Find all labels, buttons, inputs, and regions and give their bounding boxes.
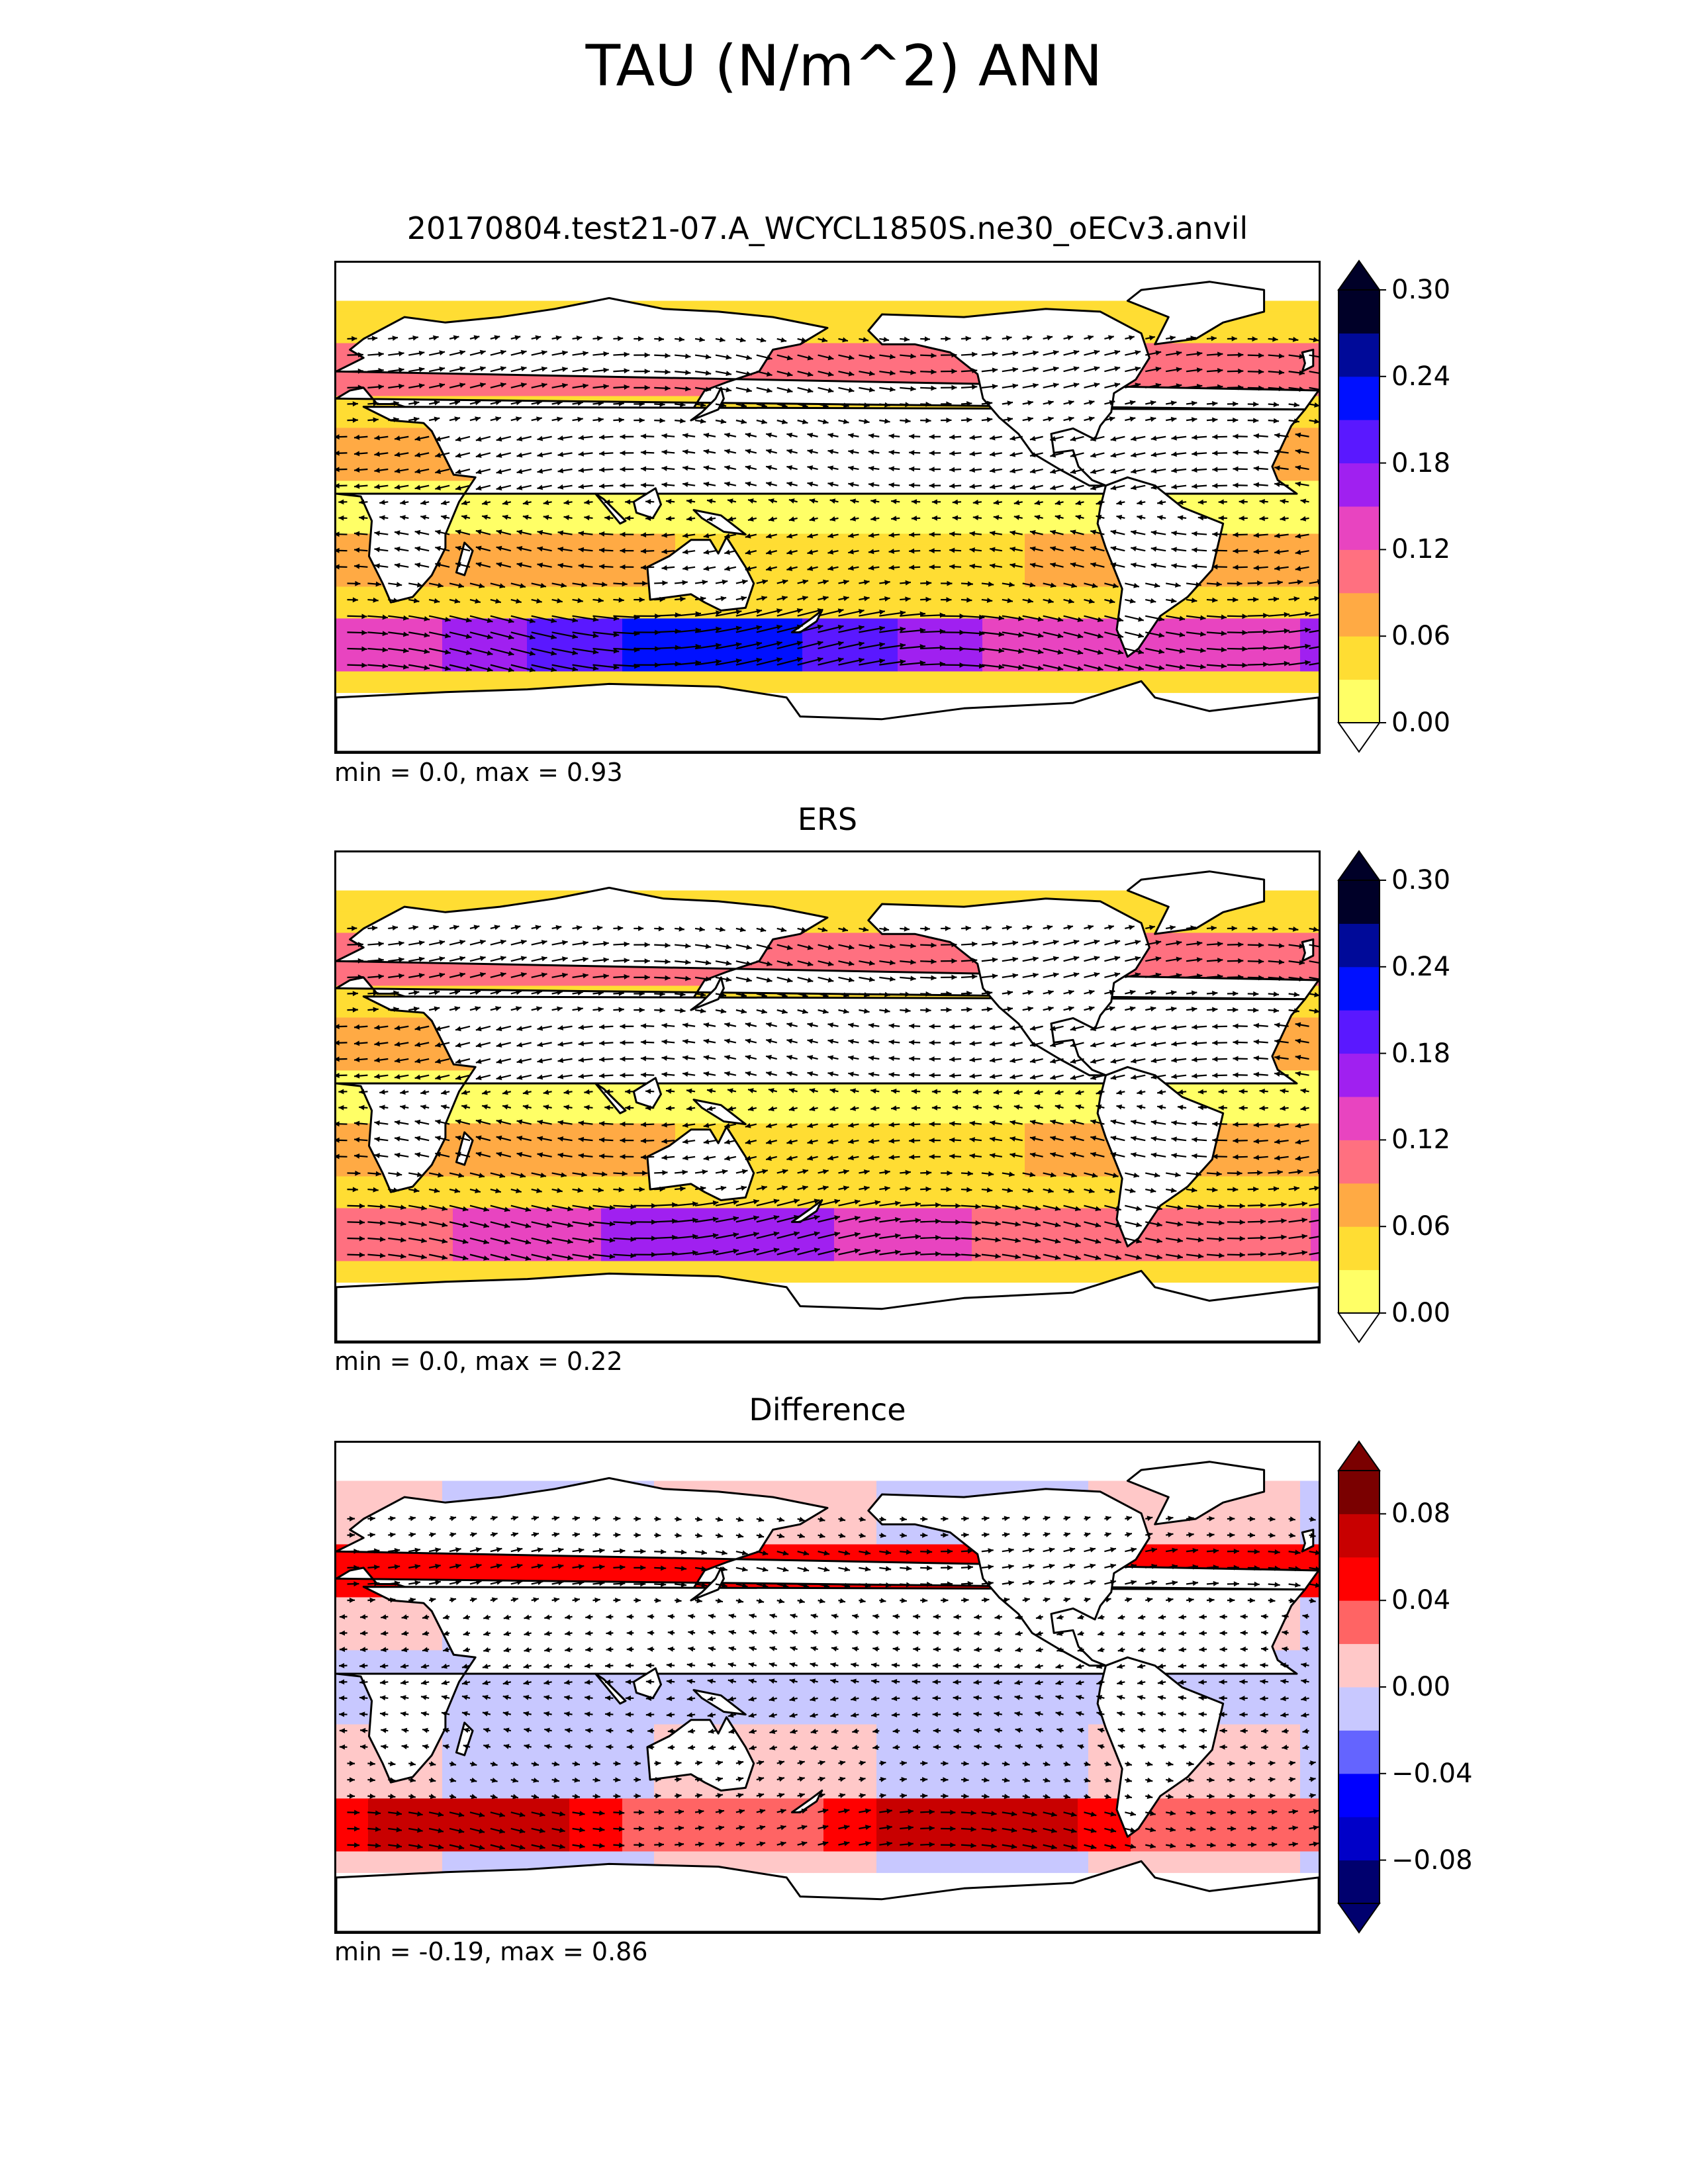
coastline xyxy=(867,1488,1150,1667)
panel-1-title: 20170804.test21-07.A_WCYCL1850S.ne30_oEC… xyxy=(406,210,1248,246)
colorbar-segment xyxy=(1338,1097,1380,1140)
colorbar-segment xyxy=(1338,966,1380,1011)
colorbar-tick-label: 0.12 xyxy=(1391,1124,1451,1156)
colorbar-tick-label: 0.18 xyxy=(1391,1038,1451,1069)
panel-1-colorbar: 0.00 0.06 0.12 0.18 0.24 0.30 xyxy=(1336,258,1495,754)
colorbar-tick-label: 0.08 xyxy=(1391,1498,1451,1529)
colorbar-graphic xyxy=(1337,259,1386,753)
panel-2-map xyxy=(334,850,1321,1343)
coastline xyxy=(336,1269,1319,1342)
colorbar-tick-label: 0.06 xyxy=(1391,621,1451,652)
colorbar-segment xyxy=(1338,1643,1380,1688)
coastline xyxy=(594,1082,627,1115)
colorbar-segment xyxy=(1338,592,1380,637)
vector-arrows xyxy=(336,335,1319,672)
colorbar-extend-high xyxy=(1337,259,1381,291)
coastline xyxy=(594,492,627,525)
colorbar-segment xyxy=(1338,1773,1380,1817)
colorbar-segment xyxy=(1338,1687,1380,1731)
coastline xyxy=(632,1077,662,1109)
colorbar-segment xyxy=(1338,923,1380,968)
panel-2-stats: min = 0.0, max = 0.22 xyxy=(334,1347,623,1376)
colorbar-tick-label: 0.12 xyxy=(1391,534,1451,565)
coastline xyxy=(1126,870,1266,935)
colorbar-segment xyxy=(1338,1817,1380,1861)
coastline xyxy=(692,1099,747,1126)
colorbar-segment xyxy=(1338,1269,1380,1314)
panel-1-stats: min = 0.0, max = 0.93 xyxy=(334,758,623,787)
coastline xyxy=(1096,476,1225,658)
coastline xyxy=(632,487,662,520)
coastline xyxy=(867,897,1150,1077)
colorbar-segment xyxy=(1338,549,1380,594)
coastline xyxy=(632,1667,662,1700)
colorbar-tick-label: −0.08 xyxy=(1391,1844,1473,1876)
colorbar-extend-low xyxy=(1337,1312,1381,1343)
coastline xyxy=(1126,1461,1266,1525)
panel-1-map xyxy=(334,261,1321,754)
coastline xyxy=(1126,281,1266,345)
colorbar-segment xyxy=(1338,1140,1380,1184)
panel-3-title: Difference xyxy=(749,1392,906,1428)
coastline xyxy=(336,680,1319,752)
colorbar-tick-label: 0.24 xyxy=(1391,951,1451,982)
coastline xyxy=(336,1860,1319,1932)
colorbar-segment xyxy=(1338,679,1380,723)
colorbar-graphic xyxy=(1337,1440,1386,1934)
colorbar-segment xyxy=(1338,1557,1380,1601)
colorbar-extend-low xyxy=(1337,1903,1381,1934)
colorbar-tick-label: 0.00 xyxy=(1391,1672,1451,1702)
coastline xyxy=(594,1672,627,1705)
colorbar-tick-label: 0.18 xyxy=(1391,447,1451,478)
coastline xyxy=(1096,1066,1225,1248)
colorbar-segment xyxy=(1338,1860,1380,1904)
coastline xyxy=(646,1716,755,1792)
colorbar-segment xyxy=(1338,1053,1380,1097)
colorbar-segment xyxy=(1338,1183,1380,1227)
colorbar-tick-label: −0.04 xyxy=(1391,1758,1473,1789)
colorbar-segment xyxy=(1338,636,1380,680)
colorbar-segment xyxy=(1338,1010,1380,1054)
coastline xyxy=(646,536,755,612)
coastline xyxy=(692,509,747,536)
colorbar-tick-label: 0.06 xyxy=(1391,1211,1451,1242)
colorbar-tick-label: 0.30 xyxy=(1391,865,1451,895)
colorbar-segment xyxy=(1338,420,1380,464)
colorbar-segment xyxy=(1338,1226,1380,1271)
coastline xyxy=(867,308,1150,487)
panel-3-map xyxy=(334,1441,1321,1934)
colorbar-segment xyxy=(1338,333,1380,377)
panel-3-colorbar: −0.08 −0.04 0.00 0.04 0.08 xyxy=(1336,1439,1495,1935)
colorbar-tick-label: 0.24 xyxy=(1391,361,1451,392)
colorbar-segment xyxy=(1338,1730,1380,1774)
colorbar-segment xyxy=(1338,290,1380,334)
colorbar-extend-low xyxy=(1337,722,1381,753)
colorbar-segment xyxy=(1338,1514,1380,1558)
colorbar-tick-label: 0.30 xyxy=(1391,275,1451,305)
panel-2-title: ERS xyxy=(797,801,858,837)
panel-2-map-field xyxy=(336,870,1319,1342)
colorbar-tick-label: 0.04 xyxy=(1391,1585,1451,1616)
colorbar-segment xyxy=(1338,1471,1380,1514)
coastline xyxy=(692,1689,747,1716)
colorbar-tick-label: 0.00 xyxy=(1391,707,1451,738)
colorbar-segment xyxy=(1338,463,1380,507)
colorbar-segment xyxy=(1338,376,1380,420)
colorbar-graphic xyxy=(1337,850,1386,1343)
colorbar-extend-high xyxy=(1337,850,1381,881)
coastline xyxy=(646,1126,755,1201)
vector-arrows xyxy=(339,1516,1319,1850)
colorbar-segment xyxy=(1338,506,1380,550)
panel-3-map-field xyxy=(336,1461,1319,1932)
panel-1-map-field xyxy=(336,281,1319,752)
colorbar-tick-label: 0.00 xyxy=(1391,1298,1451,1328)
vector-arrows xyxy=(336,925,1319,1261)
colorbar-segment xyxy=(1338,880,1380,924)
colorbar-segment xyxy=(1338,1600,1380,1645)
panel-3-stats: min = -0.19, max = 0.86 xyxy=(334,1937,648,1966)
colorbar-extend-high xyxy=(1337,1440,1381,1471)
figure-title: TAU (N/m^2) ANN xyxy=(585,33,1103,99)
panel-2-colorbar: 0.00 0.06 0.12 0.18 0.24 0.30 xyxy=(1336,848,1495,1345)
